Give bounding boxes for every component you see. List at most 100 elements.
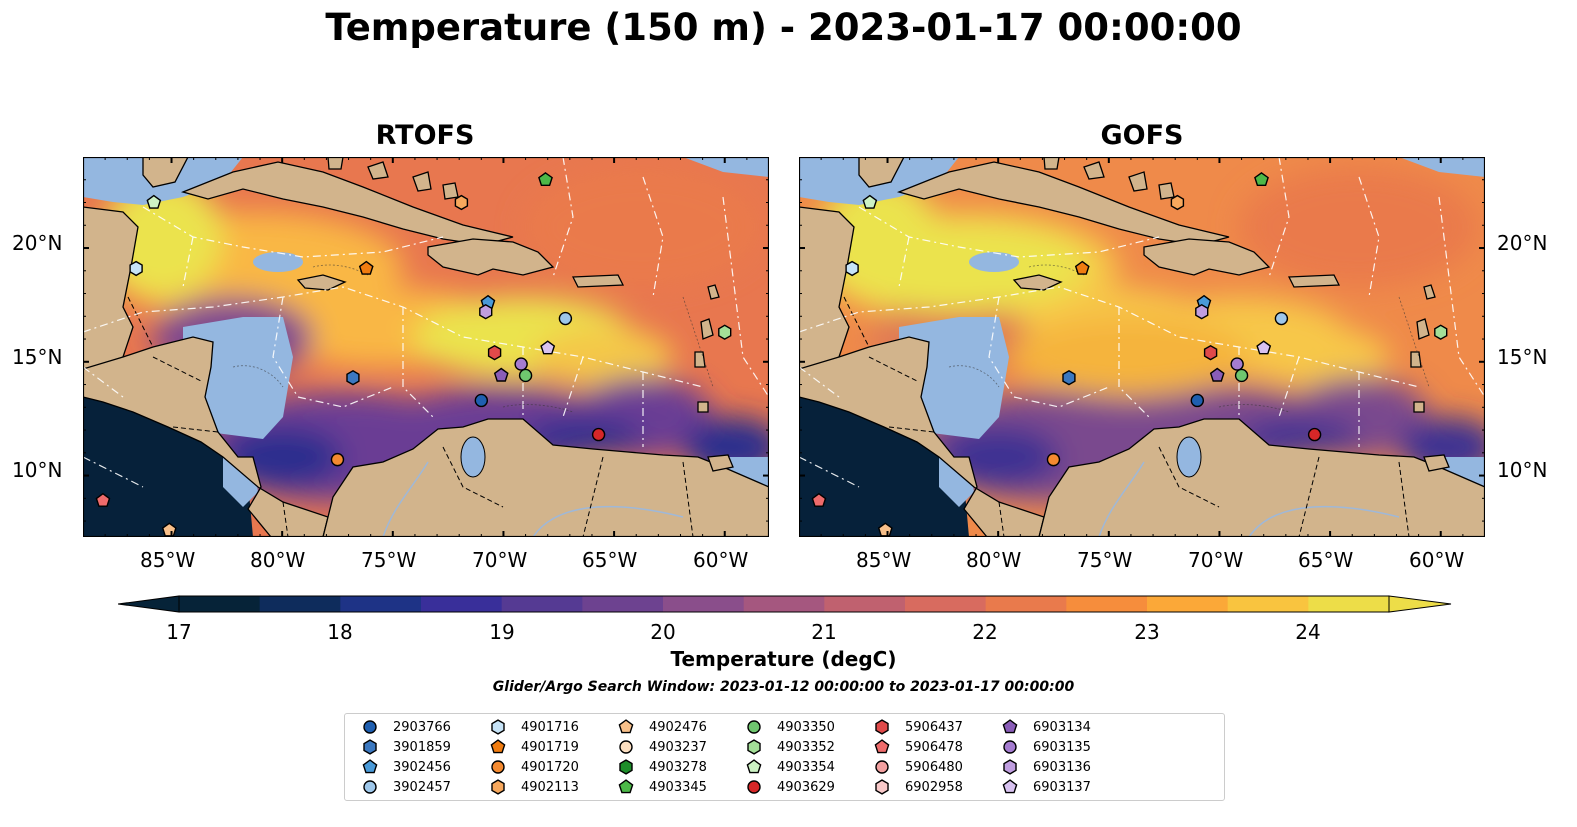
legend-item-4903629: 4903629 — [745, 777, 835, 797]
legend-marker-icon — [618, 719, 634, 734]
float-marker-6903134 — [493, 367, 509, 382]
legend-marker-icon — [619, 759, 633, 775]
legend-item-4903345: 4903345 — [617, 777, 707, 797]
colorbar-tick-18: 18 — [327, 620, 353, 644]
legend-marker-4902113 — [491, 779, 505, 795]
colorbar-bin — [582, 596, 664, 612]
figure-title: Temperature (150 m) - 2023-01-17 00:00:0… — [325, 6, 1242, 49]
legend-label: 3902457 — [393, 779, 451, 795]
float-marker-4903350 — [1234, 368, 1249, 383]
legend-marker-5906480 — [875, 760, 889, 774]
legend-item-6903135: 6903135 — [1001, 737, 1091, 757]
lon-label-75w: 75°W — [361, 548, 417, 572]
lon-label-85w-right: 85°W — [856, 548, 912, 572]
float-marker-4903352 — [1434, 324, 1448, 340]
float-marker-3902457 — [1274, 311, 1289, 326]
legend-marker-4903345 — [618, 779, 634, 794]
lon-label-75w-right: 75°W — [1077, 548, 1133, 572]
legend-item-4903352: 4903352 — [745, 737, 835, 757]
float-marker-4903350 — [518, 368, 533, 383]
legend-item-3902456: 3902456 — [361, 757, 451, 777]
colorbar-tick-22: 22 — [972, 620, 998, 644]
legend-label: 4901720 — [521, 759, 579, 775]
float-marker-6903137 — [1256, 340, 1272, 355]
colorbar-tick-17: 17 — [166, 620, 192, 644]
legend-label: 2903766 — [393, 719, 451, 735]
legend-marker-5906478 — [874, 739, 890, 754]
legend-marker-3902457 — [363, 780, 377, 794]
legend-item-4901716: 4901716 — [489, 717, 579, 737]
legend-marker-icon — [363, 739, 377, 755]
legend-marker-icon — [1002, 779, 1018, 794]
colorbar-bin — [421, 596, 503, 612]
colorbar-bin — [985, 596, 1067, 612]
legend-marker-icon — [1002, 719, 1018, 734]
float-marker-4902476 — [161, 522, 177, 537]
legend-item-4902113: 4902113 — [489, 777, 579, 797]
legend-label: 5906478 — [905, 739, 963, 755]
float-marker-3901859 — [1062, 369, 1076, 386]
lat-label-15n-right: 15°N — [1497, 345, 1548, 369]
lon-label-65w: 65°W — [582, 548, 638, 572]
legend-marker-icon — [746, 759, 762, 774]
colorbar-bin — [743, 596, 825, 612]
legend-marker-4901716 — [491, 719, 505, 735]
float-marker-4903629 — [591, 427, 606, 442]
lon-label-80w: 80°W — [250, 548, 306, 572]
legend-marker-4903278 — [619, 759, 633, 775]
legend-item-4902476: 4902476 — [617, 717, 707, 737]
legend-marker-4903352 — [747, 739, 761, 755]
float-marker-4902113 — [1170, 194, 1185, 211]
lon-label-65w-right: 65°W — [1298, 548, 1354, 572]
legend-marker-4902476 — [618, 719, 634, 734]
legend-item-3901859: 3901859 — [361, 737, 451, 757]
lon-label-80w-right: 80°W — [966, 548, 1022, 572]
legend-marker-6903136 — [1003, 759, 1017, 775]
legend-marker-4901720 — [491, 760, 505, 774]
legend-item-6903136: 6903136 — [1001, 757, 1091, 777]
legend-marker-6902958 — [875, 779, 889, 795]
float-marker-4901719 — [1074, 260, 1090, 275]
legend-marker-icon — [1003, 740, 1017, 754]
legend-label: 6903137 — [1033, 779, 1091, 795]
legend-label: 3902456 — [393, 759, 451, 775]
legend-marker-3901859 — [363, 739, 377, 755]
float-marker-6903137 — [540, 340, 556, 355]
legend-marker-5906437 — [875, 719, 889, 735]
colorbar-tick-21: 21 — [811, 620, 837, 644]
legend-label: 4903278 — [649, 759, 707, 775]
rtofs-map-panel — [83, 157, 769, 537]
colorbar-bin — [259, 596, 341, 612]
colorbar-bin — [340, 596, 422, 612]
legend-label: 4903354 — [777, 759, 835, 775]
float-marker-6903135 — [514, 357, 528, 371]
legend-label: 3901859 — [393, 739, 451, 755]
lon-label-70w-right: 70°W — [1188, 548, 1244, 572]
float-marker-2903766 — [1190, 393, 1205, 408]
colorbar-bin — [663, 596, 745, 612]
float-marker-4903345 — [538, 172, 553, 186]
float-marker-4903629 — [1307, 427, 1322, 442]
colorbar-bin — [179, 596, 261, 612]
legend-item-3902457: 3902457 — [361, 777, 451, 797]
float-marker-6903135 — [1230, 357, 1244, 371]
float-marker-4901720 — [1046, 452, 1061, 467]
legend-label: 4903345 — [649, 779, 707, 795]
colorbar-tick-24: 24 — [1295, 620, 1321, 644]
float-marker-2903766 — [474, 393, 489, 408]
legend-label: 4902476 — [649, 719, 707, 735]
legend-marker-icon — [491, 719, 505, 735]
legend-label: 4902113 — [521, 779, 579, 795]
legend-marker-icon — [875, 779, 889, 795]
legend-marker-icon — [363, 720, 377, 734]
colorbar-bin — [1066, 596, 1148, 612]
legend-item-4901720: 4901720 — [489, 757, 579, 777]
colorbar-tick-19: 19 — [489, 620, 515, 644]
lat-label-10n: 10°N — [12, 458, 63, 482]
legend-label: 4901716 — [521, 719, 579, 735]
legend-marker-icon — [490, 739, 506, 754]
lat-label-10n-right: 10°N — [1497, 458, 1548, 482]
colorbar-bin — [905, 596, 987, 612]
legend-label: 6903136 — [1033, 759, 1091, 775]
legend-item-4903354: 4903354 — [745, 757, 835, 777]
